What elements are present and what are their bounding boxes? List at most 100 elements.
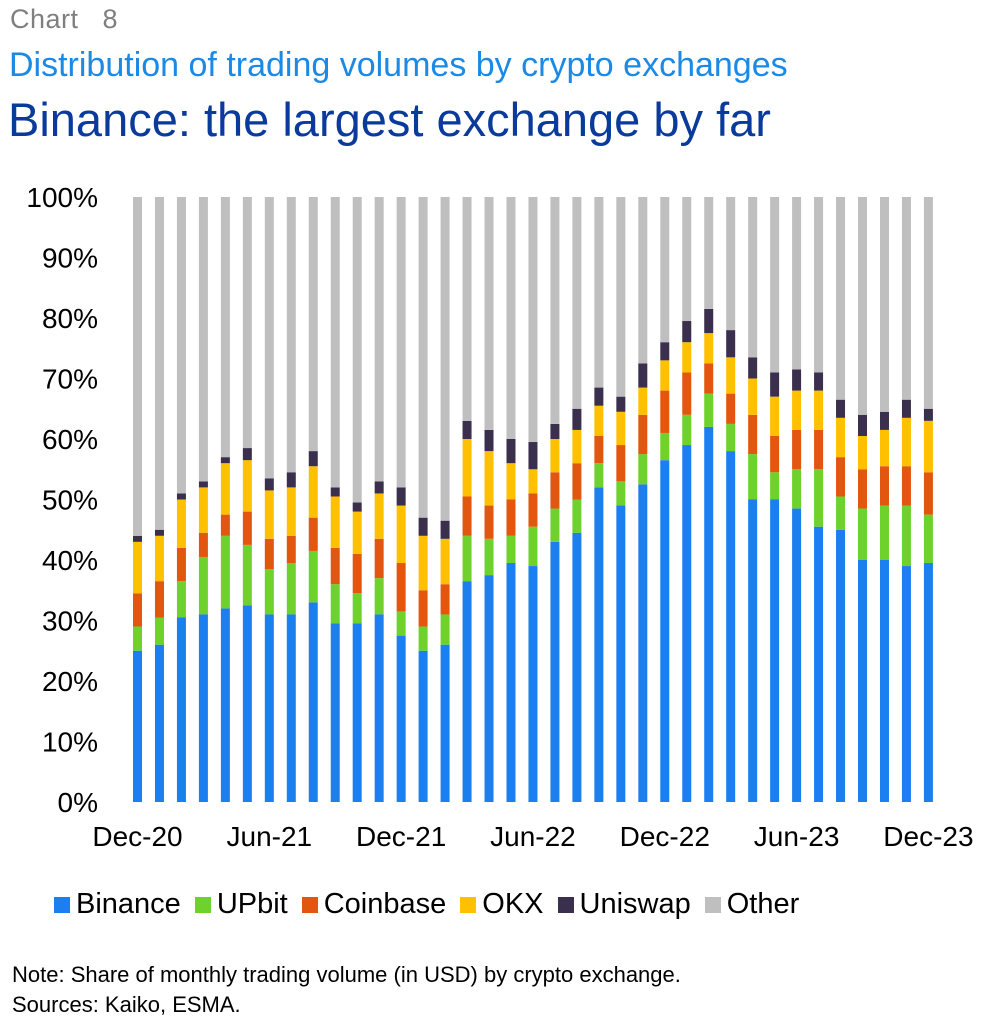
- bar-segment-binance: [594, 487, 604, 802]
- bar-segment-upbit: [264, 569, 274, 615]
- y-tick-label: 80%: [42, 303, 98, 334]
- bar-segment-other: [264, 197, 274, 479]
- bar-segment-uniswap: [198, 481, 208, 488]
- bar-segment-other: [418, 197, 428, 518]
- bar-segment-uniswap: [506, 439, 516, 464]
- bar-segment-other: [792, 197, 802, 370]
- bar-segment-binance: [836, 529, 846, 802]
- bar-segment-other: [704, 197, 714, 309]
- x-tick-label: Dec-23: [883, 821, 973, 852]
- bar-segment-other: [154, 197, 164, 530]
- bar-segment-okx: [682, 342, 692, 373]
- bar-stack-Aug-23: [836, 197, 846, 802]
- bar-segment-uniswap: [572, 408, 582, 430]
- bar-segment-okx: [879, 429, 889, 467]
- bar-stack-Nov-23: [901, 197, 911, 802]
- bar-segment-binance: [198, 614, 208, 802]
- bar-stack-Feb-23: [704, 197, 714, 802]
- bar-segment-coinbase: [462, 496, 472, 536]
- bar-segment-coinbase: [440, 584, 450, 615]
- bar-segment-okx: [484, 451, 494, 506]
- bar-segment-okx: [594, 405, 604, 436]
- chart-subtitle: Distribution of trading volumes by crypt…: [9, 46, 788, 84]
- chart-title: Binance: the largest exchange by far: [8, 93, 771, 146]
- bar-stack-Oct-21: [352, 197, 362, 802]
- bar-segment-coinbase: [814, 429, 824, 470]
- bar-segment-uniswap: [352, 502, 362, 512]
- bar-segment-uniswap: [462, 420, 472, 439]
- bar-segment-other: [550, 197, 560, 424]
- bar-stack-Dec-23: [923, 197, 933, 802]
- bar-segment-uniswap: [374, 481, 384, 494]
- bar-segment-upbit: [550, 508, 560, 542]
- bar-segment-binance: [616, 505, 626, 802]
- legend-label: Other: [726, 888, 800, 920]
- bar-stack-Sep-23: [858, 197, 868, 802]
- bar-segment-uniswap: [440, 520, 450, 539]
- bar-segment-binance: [572, 532, 582, 802]
- bar-segment-uniswap: [242, 448, 252, 461]
- legend-item-okx: OKX: [460, 888, 544, 921]
- bar-segment-okx: [923, 420, 933, 473]
- bar-segment-binance: [352, 623, 362, 802]
- stacked-bar-chart: 0% 10% 20% 30% 40% 50% 60% 70% 80% 90% 100% Dec-20 J…: [26, 182, 973, 852]
- bar-segment-binance: [858, 560, 868, 802]
- bar-segment-uniswap: [814, 372, 824, 391]
- bar-stack-Dec-20: [133, 197, 142, 802]
- legend-item-upbit: UPbit: [194, 888, 288, 921]
- bar-segment-coinbase: [176, 547, 186, 582]
- bar-segment-coinbase: [484, 505, 494, 539]
- bar-segment-upbit: [198, 556, 208, 615]
- bar-segment-binance: [726, 451, 736, 802]
- bar-segment-uniswap: [792, 369, 802, 391]
- bar-segment-uniswap: [220, 457, 230, 464]
- legend-label: Coinbase: [323, 888, 447, 920]
- bar-segment-upbit: [220, 535, 230, 609]
- x-tick-label: Jun-22: [490, 821, 576, 852]
- bar-segment-coinbase: [616, 445, 626, 482]
- bar-stack-Jul-23: [814, 197, 824, 802]
- bar-segment-uniswap: [616, 396, 626, 412]
- bar-segment-upbit: [858, 508, 868, 560]
- bar-segment-other: [726, 197, 736, 331]
- bar-segment-other: [770, 197, 780, 373]
- bar-segment-okx: [264, 490, 274, 539]
- bar-segment-okx: [133, 541, 142, 594]
- bar-stack-Mar-23: [726, 197, 736, 802]
- bar-segment-coinbase: [792, 429, 802, 470]
- chart-footnote: Note: Share of monthly trading volume (i…: [12, 960, 681, 1020]
- bar-segment-okx: [242, 460, 252, 512]
- bar-segment-okx: [330, 496, 340, 548]
- bar-stack-Aug-22: [572, 197, 582, 802]
- bar-segment-binance: [660, 460, 670, 802]
- chart-number-label: Chart 8: [10, 4, 119, 34]
- bar-segment-coinbase: [858, 469, 868, 509]
- bar-segment-other: [308, 197, 318, 452]
- bar-stack-Jun-22: [528, 197, 538, 802]
- bar-stack-Jun-23: [792, 197, 802, 802]
- bar-segment-coinbase: [374, 538, 384, 579]
- bar-segment-other: [242, 197, 252, 449]
- bar-segment-binance: [440, 644, 450, 802]
- y-tick-label: 40%: [42, 545, 98, 576]
- bar-segment-coinbase: [770, 435, 780, 473]
- bar-segment-other: [462, 197, 472, 421]
- bar-segment-coinbase: [901, 466, 911, 506]
- bar-segment-okx: [814, 390, 824, 430]
- bar-segment-other: [572, 197, 582, 409]
- bar-segment-uniswap: [418, 517, 428, 536]
- bar-stack-Nov-21: [374, 197, 384, 802]
- bar-segment-binance: [638, 484, 648, 803]
- bar-segment-okx: [308, 466, 318, 518]
- bar-segment-coinbase: [242, 511, 252, 545]
- bar-segment-other: [396, 197, 406, 488]
- bar-segment-upbit: [682, 414, 692, 446]
- bar-segment-uniswap: [176, 493, 186, 500]
- bar-segment-binance: [550, 541, 560, 802]
- bar-segment-coinbase: [220, 514, 230, 536]
- bar-segment-upbit: [396, 611, 406, 636]
- bar-segment-upbit: [836, 496, 846, 530]
- bar-stack-Apr-21: [220, 197, 230, 802]
- bar-segment-upbit: [748, 454, 758, 500]
- bar-segment-other: [682, 197, 692, 322]
